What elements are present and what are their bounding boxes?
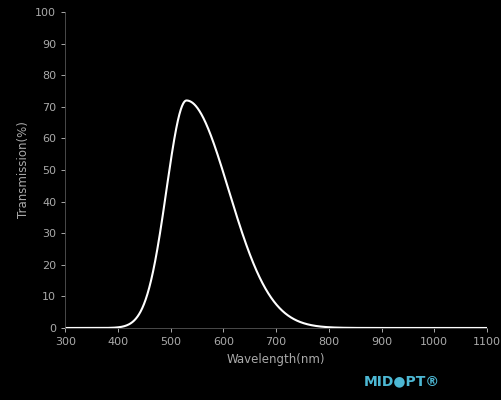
Text: MID●PT®: MID●PT® <box>363 374 439 388</box>
Y-axis label: Transmission(%): Transmission(%) <box>17 122 30 218</box>
X-axis label: Wavelength(nm): Wavelength(nm) <box>226 352 325 366</box>
